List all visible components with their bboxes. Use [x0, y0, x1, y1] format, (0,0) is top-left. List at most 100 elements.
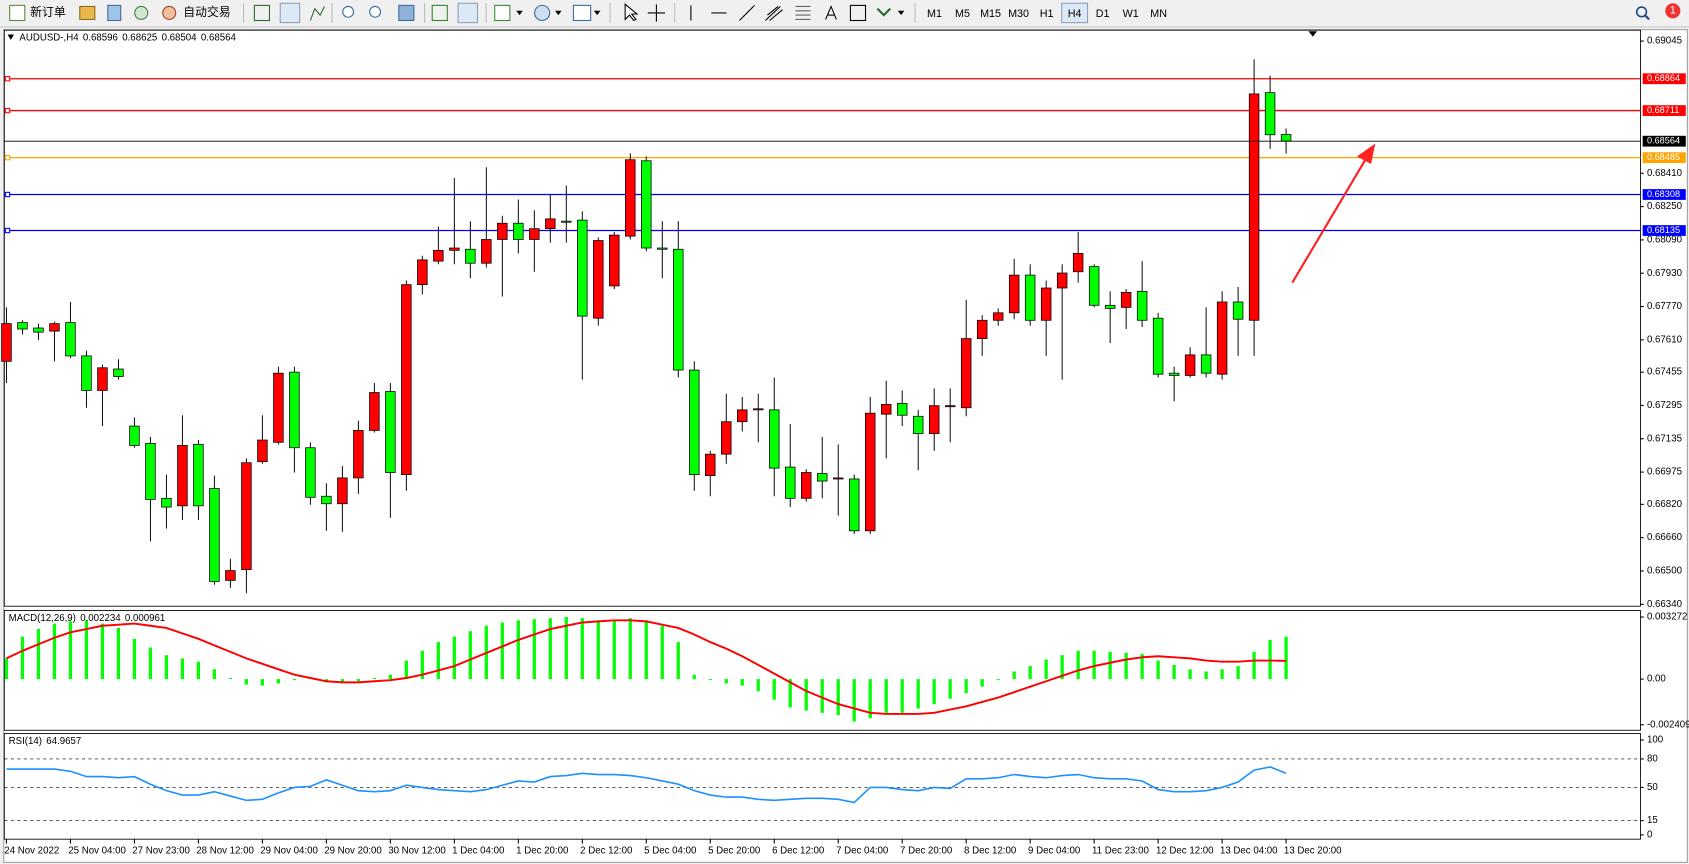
- candle-body: [944, 405, 956, 408]
- candle-body: [1184, 354, 1196, 376]
- search-icon[interactable]: [1635, 6, 1648, 18]
- dropdown-arrow[interactable]: [555, 10, 562, 16]
- shift-icon[interactable]: [457, 2, 479, 24]
- y-tick-label: 0.66500: [1647, 566, 1683, 577]
- notification-badge[interactable]: [1665, 3, 1681, 19]
- macd-bar: [260, 679, 265, 686]
- timeframe-button[interactable]: M30: [1008, 8, 1029, 20]
- x-tick-label: 2 Dec 12:00: [580, 846, 633, 857]
- timeframe-button[interactable]: M15: [980, 8, 1001, 20]
- fibo-icon[interactable]: [795, 5, 811, 20]
- dropdown-arrow[interactable]: [593, 10, 601, 16]
- macd-bar: [724, 679, 728, 684]
- macd-bar: [1236, 666, 1240, 680]
- timeframe-button[interactable]: M1: [927, 8, 942, 20]
- candle-body: [417, 259, 428, 286]
- panel-title-name: MACD(12,26,9): [9, 613, 76, 624]
- dropdown-arrow[interactable]: [516, 10, 523, 16]
- tile-icon[interactable]: [398, 4, 415, 22]
- price-level-label: 0.68864: [1647, 73, 1680, 83]
- candle-body: [848, 478, 860, 532]
- text-icon[interactable]: [825, 5, 837, 20]
- macd-bar: [340, 679, 344, 683]
- panel-title-value: 0.000961: [125, 613, 165, 624]
- macd-bar: [820, 679, 824, 713]
- line-chart-icon[interactable]: [309, 6, 325, 21]
- new-order-icon[interactable]: [9, 4, 26, 22]
- macd-bar: [116, 627, 121, 680]
- arrows-icon[interactable]: [876, 7, 892, 17]
- candle-body: [609, 234, 620, 287]
- timeframe-active[interactable]: [1061, 2, 1089, 24]
- zoom-in-icon[interactable]: [342, 5, 355, 18]
- zoom-out-icon[interactable]: [369, 5, 382, 18]
- macd-bar: [36, 629, 41, 680]
- timeframe-button[interactable]: H1: [1040, 8, 1054, 20]
- panel-title-name: RSI(14): [9, 736, 42, 747]
- notification-count[interactable]: 1: [1670, 5, 1676, 17]
- macd-bar: [948, 679, 952, 699]
- auto-trading-icon[interactable]: [162, 5, 177, 20]
- macd-signal-line: [6, 619, 1287, 715]
- candle-body: [976, 319, 988, 339]
- templates-icon[interactable]: [572, 4, 592, 22]
- crosshair-icon[interactable]: [647, 4, 666, 22]
- candle-body: [912, 415, 924, 434]
- macd-bar: [612, 620, 616, 680]
- dropdown-arrow[interactable]: [897, 10, 905, 16]
- candle-chart-icon[interactable]: [279, 2, 301, 24]
- label-icon[interactable]: [849, 4, 867, 22]
- trendline-icon[interactable]: [739, 5, 755, 21]
- macd-bar: [740, 679, 744, 686]
- toolbar-icon[interactable]: [79, 5, 96, 20]
- candle-body: [273, 372, 284, 443]
- toolbar-icon[interactable]: [134, 5, 149, 20]
- channel-icon[interactable]: [764, 6, 783, 21]
- macd-bar: [372, 678, 376, 680]
- macd-bar: [516, 620, 520, 680]
- timeframe-button[interactable]: W1: [1123, 8, 1139, 20]
- auto-trading-button[interactable]: 自动交易: [183, 5, 230, 19]
- macd-bar: [996, 679, 1000, 681]
- macd-bar: [500, 622, 504, 680]
- macd-bar: [868, 679, 872, 719]
- macd-bar: [836, 679, 840, 716]
- macd-bar: [244, 679, 249, 685]
- macd-bar: [452, 636, 456, 680]
- macd-bar: [804, 679, 808, 711]
- bar-chart-icon[interactable]: [253, 4, 271, 22]
- macd-bar: [1028, 666, 1032, 680]
- timeframe-button[interactable]: H4: [1068, 8, 1082, 20]
- macd-bar: [660, 625, 664, 680]
- new-order-button[interactable]: 新订单: [30, 5, 66, 19]
- toolbar-icon[interactable]: [107, 4, 122, 22]
- search-icon-handle[interactable]: [1644, 14, 1650, 21]
- x-tick-label: 30 Nov 12:00: [388, 846, 446, 857]
- macd-bar: [1044, 659, 1048, 680]
- y-tick-label: 80: [1647, 753, 1658, 764]
- candle-body: [737, 409, 748, 423]
- timeframe-button[interactable]: D1: [1096, 8, 1110, 20]
- panel-title-value: 0.68504: [162, 32, 198, 43]
- periods-icon[interactable]: [534, 4, 551, 22]
- cursor-icon[interactable]: [624, 3, 639, 22]
- macd-bar: [68, 621, 73, 680]
- macd-bar: [132, 638, 137, 680]
- candle-body: [1216, 301, 1228, 375]
- macd-bar: [548, 618, 552, 680]
- price-level-handle: [4, 76, 11, 82]
- timeframe-button[interactable]: M5: [955, 8, 970, 20]
- candle-body: [161, 497, 172, 508]
- timeframe-button[interactable]: MN: [1150, 8, 1167, 20]
- macd-bar: [900, 679, 904, 713]
- candle-body: [657, 247, 668, 250]
- autoscroll-icon[interactable]: [431, 4, 448, 22]
- x-tick-label: 8 Dec 12:00: [964, 846, 1017, 857]
- x-tick-label: 5 Dec 20:00: [708, 846, 761, 857]
- candle-body: [928, 405, 940, 434]
- macd-bar: [708, 679, 712, 681]
- macd-bar: [980, 679, 984, 687]
- indicators-icon[interactable]: [494, 4, 511, 22]
- macd-bar: [4, 658, 9, 680]
- symbol-marker: [7, 34, 15, 40]
